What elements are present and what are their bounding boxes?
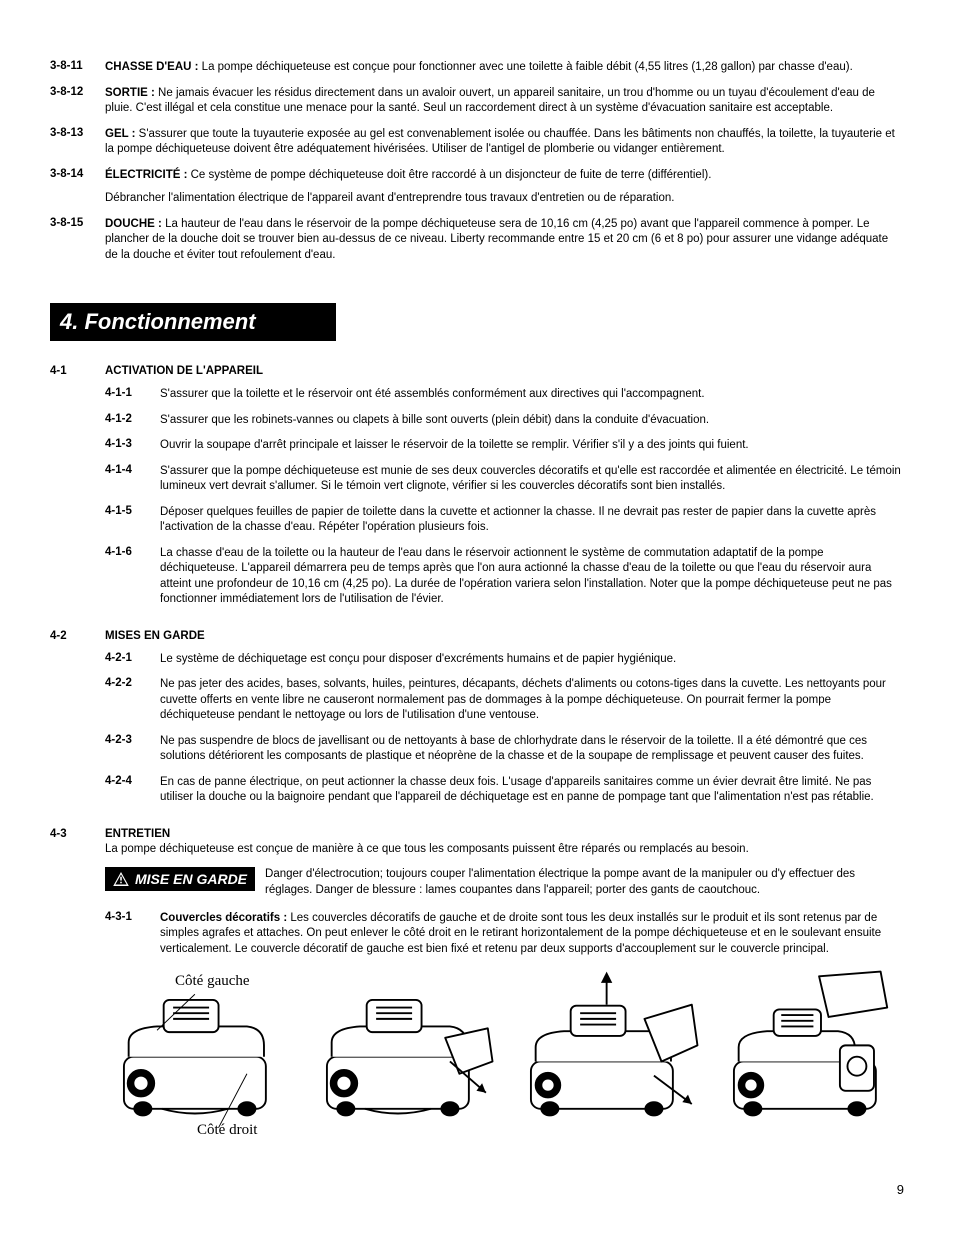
entry-body: ÉLECTRICITÉ : Ce système de pompe déchiq… bbox=[105, 168, 904, 207]
item-4-2-4: 4-2-4 En cas de panne électrique, on peu… bbox=[105, 775, 904, 806]
item-number: 4-1-1 bbox=[105, 387, 160, 403]
item-4-2-1: 4-2-1 Le système de déchiquetage est con… bbox=[105, 652, 904, 668]
entry-label: ÉLECTRICITÉ : bbox=[105, 169, 187, 181]
item-number: 4-1-6 bbox=[105, 546, 160, 608]
section-4-3-header: 4-3 ENTRETIEN La pompe déchiqueteuse est… bbox=[50, 828, 904, 858]
section-4-2-items: 4-2-1 Le système de déchiquetage est con… bbox=[105, 652, 904, 806]
pump-svg-2 bbox=[308, 967, 497, 1137]
entry-label: SORTIE : bbox=[105, 87, 155, 99]
sec-title: ENTRETIEN La pompe déchiqueteuse est con… bbox=[105, 828, 904, 858]
entry-text: S'assurer que toute la tuyauterie exposé… bbox=[105, 128, 895, 156]
entry-label: CHASSE D'EAU : bbox=[105, 61, 198, 73]
section-4-1-header: 4-1 ACTIVATION DE L'APPAREIL bbox=[50, 365, 904, 377]
entry-body: DOUCHE : La hauteur de l'eau dans le rés… bbox=[105, 217, 904, 264]
pump-figure-1: Côté gauche Cô bbox=[105, 967, 294, 1137]
entry-3-8-12: 3-8-12 SORTIE : Ne jamais évacuer les ré… bbox=[50, 86, 904, 117]
item-4-1-4: 4-1-4 S'assurer que la pompe déchiqueteu… bbox=[105, 464, 904, 495]
item-4-1-6: 4-1-6 La chasse d'eau de la toilette ou … bbox=[105, 546, 904, 608]
section-4-header: 4. Fonctionnement bbox=[50, 303, 336, 341]
entry-number: 3-8-13 bbox=[50, 127, 105, 158]
sec-num: 4-3 bbox=[50, 828, 105, 858]
caution-text: Danger d'électrocution; toujours couper … bbox=[265, 867, 904, 898]
figure-area: Côté gauche Cô bbox=[105, 967, 904, 1137]
page-number: 9 bbox=[897, 1182, 904, 1197]
item-4-1-3: 4-1-3 Ouvrir la soupape d'arrêt principa… bbox=[105, 438, 904, 454]
item-4-3-1: 4-3-1 Couvercles décoratifs : Les couver… bbox=[105, 911, 904, 958]
section-4-2-header: 4-2 MISES EN GARDE bbox=[50, 630, 904, 642]
entry-text: Ne jamais évacuer les résidus directemen… bbox=[105, 87, 875, 115]
page: 3-8-11 CHASSE D'EAU : La pompe déchiquet… bbox=[0, 0, 954, 1235]
item-text: Ne pas jeter des acides, bases, solvants… bbox=[160, 677, 904, 724]
sec-num: 4-2 bbox=[50, 630, 105, 642]
item-4-2-3: 4-2-3 Ne pas suspendre de blocs de javel… bbox=[105, 734, 904, 765]
section-3-8: 3-8-11 CHASSE D'EAU : La pompe déchiquet… bbox=[50, 60, 904, 263]
entry-number: 3-8-14 bbox=[50, 168, 105, 207]
entry-label: DOUCHE : bbox=[105, 218, 162, 230]
item-text: S'assurer que la pompe déchiqueteuse est… bbox=[160, 464, 904, 495]
item-text: S'assurer que les robinets-vannes ou cla… bbox=[160, 413, 904, 429]
item-4-2-2: 4-2-2 Ne pas jeter des acides, bases, so… bbox=[105, 677, 904, 724]
entry-3-8-11: 3-8-11 CHASSE D'EAU : La pompe déchiquet… bbox=[50, 60, 904, 76]
caution-label: MISE EN GARDE bbox=[135, 871, 247, 887]
item-body: Couvercles décoratifs : Les couvercles d… bbox=[160, 911, 904, 958]
entry-text: Ce système de pompe déchiqueteuse doit ê… bbox=[191, 169, 712, 181]
sec-subtitle: La pompe déchiqueteuse est conçue de man… bbox=[105, 842, 904, 858]
item-4-1-5: 4-1-5 Déposer quelques feuilles de papie… bbox=[105, 505, 904, 536]
caution-row: MISE EN GARDE Danger d'électrocution; to… bbox=[105, 867, 904, 898]
entry-3-8-14: 3-8-14 ÉLECTRICITÉ : Ce système de pompe… bbox=[50, 168, 904, 207]
pump-figure-2 bbox=[308, 967, 497, 1137]
item-number: 4-1-4 bbox=[105, 464, 160, 495]
sec-title: MISES EN GARDE bbox=[105, 630, 904, 642]
item-text: S'assurer que la toilette et le réservoi… bbox=[160, 387, 904, 403]
item-number: 4-1-2 bbox=[105, 413, 160, 429]
entry-text: La hauteur de l'eau dans le réservoir de… bbox=[105, 218, 888, 261]
item-text: Ouvrir la soupape d'arrêt principale et … bbox=[160, 438, 904, 454]
entry-extra: Débrancher l'alimentation électrique de … bbox=[105, 192, 674, 204]
item-text: La chasse d'eau de la toilette ou la hau… bbox=[160, 546, 904, 608]
pump-svg-3 bbox=[512, 967, 701, 1137]
label-right: Côté droit bbox=[197, 1122, 257, 1139]
entry-3-8-15: 3-8-15 DOUCHE : La hauteur de l'eau dans… bbox=[50, 217, 904, 264]
item-number: 4-3-1 bbox=[105, 911, 160, 958]
entry-3-8-13: 3-8-13 GEL : S'assurer que toute la tuya… bbox=[50, 127, 904, 158]
label-left: Côté gauche bbox=[175, 973, 250, 990]
entry-number: 3-8-15 bbox=[50, 217, 105, 264]
sec-title: ACTIVATION DE L'APPAREIL bbox=[105, 365, 904, 377]
pump-svg-4 bbox=[715, 967, 904, 1137]
item-text: Ne pas suspendre de blocs de javellisant… bbox=[160, 734, 904, 765]
pump-figure-4 bbox=[715, 967, 904, 1137]
caution-badge: MISE EN GARDE bbox=[105, 867, 255, 891]
item-number: 4-2-4 bbox=[105, 775, 160, 806]
item-number: 4-2-3 bbox=[105, 734, 160, 765]
item-label: Couvercles décoratifs : bbox=[160, 912, 287, 924]
entry-text: La pompe déchiqueteuse est conçue pour f… bbox=[202, 61, 853, 73]
sec-title-text: ENTRETIEN bbox=[105, 828, 170, 840]
pump-svg-1 bbox=[105, 967, 294, 1137]
item-number: 4-2-2 bbox=[105, 677, 160, 724]
item-text: Le système de déchiquetage est conçu pou… bbox=[160, 652, 904, 668]
entry-label: GEL : bbox=[105, 128, 135, 140]
sec-num: 4-1 bbox=[50, 365, 105, 377]
entry-body: GEL : S'assurer que toute la tuyauterie … bbox=[105, 127, 904, 158]
item-number: 4-1-5 bbox=[105, 505, 160, 536]
item-text: En cas de panne électrique, on peut acti… bbox=[160, 775, 904, 806]
pump-figure-3 bbox=[512, 967, 701, 1137]
entry-number: 3-8-11 bbox=[50, 60, 105, 76]
item-4-1-1: 4-1-1 S'assurer que la toilette et le ré… bbox=[105, 387, 904, 403]
warning-icon bbox=[113, 872, 129, 886]
entry-body: CHASSE D'EAU : La pompe déchiqueteuse es… bbox=[105, 60, 904, 76]
item-number: 4-2-1 bbox=[105, 652, 160, 668]
item-number: 4-1-3 bbox=[105, 438, 160, 454]
entry-number: 3-8-12 bbox=[50, 86, 105, 117]
entry-body: SORTIE : Ne jamais évacuer les résidus d… bbox=[105, 86, 904, 117]
item-text: Déposer quelques feuilles de papier de t… bbox=[160, 505, 904, 536]
item-4-1-2: 4-1-2 S'assurer que les robinets-vannes … bbox=[105, 413, 904, 429]
section-4-1-items: 4-1-1 S'assurer que la toilette et le ré… bbox=[105, 387, 904, 608]
section-4-3-items: 4-3-1 Couvercles décoratifs : Les couver… bbox=[105, 911, 904, 958]
